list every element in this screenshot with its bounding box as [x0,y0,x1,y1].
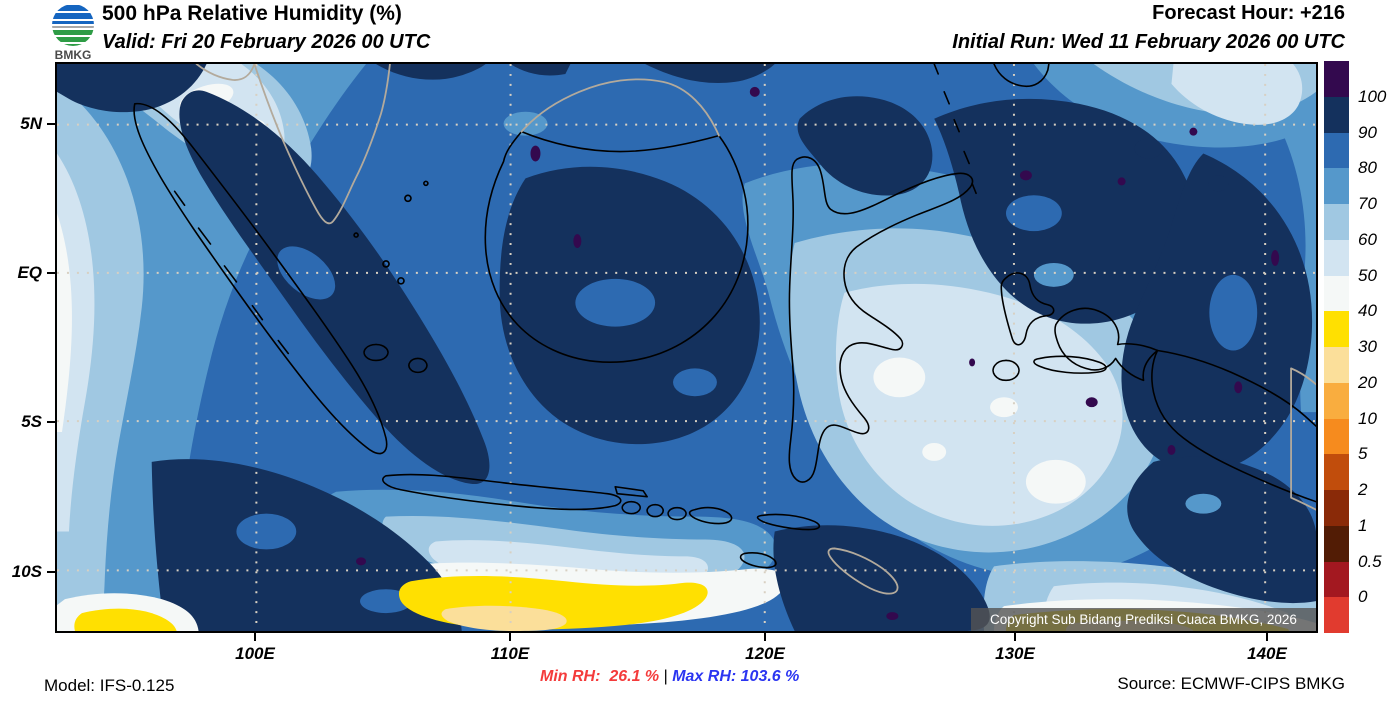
rh-80-90-texture [236,195,1258,614]
rh-field-map [57,64,1316,631]
colorbar-tick-label: 100 [1358,86,1387,106]
forecast-hour: Forecast Hour: +216 [1152,2,1345,24]
colorbar-tick-label: 0 [1358,587,1368,607]
lon-label: 100E [235,644,275,663]
colorbar-tick-label: 10 [1358,408,1377,428]
colorbar [1324,61,1349,633]
logo-globe [52,5,94,46]
lat-tick [47,123,55,125]
lat-label: 5S [21,412,42,431]
colorbar-segment [1324,168,1349,204]
colorbar-tick-label: 80 [1358,158,1377,178]
colorbar-segment [1324,382,1349,419]
colorbar-segment [1324,96,1349,133]
colorbar-segment [1324,418,1349,455]
min-max-rh: Min RH: 26.1 % | Max RH: 103.6 % [540,668,799,686]
lon-tick [1014,633,1016,641]
colorbar-tick-label: 30 [1358,337,1377,356]
lon-label: 130E [995,644,1035,663]
lat-label: EQ [17,263,42,282]
latitude-axis: 5N EQ 5S 10S [0,63,55,633]
lat-label: 10S [11,562,42,581]
colorbar-segment [1324,311,1349,347]
page-title: 500 hPa Relative Humidity (%) [102,2,402,25]
lon-label: 140E [1247,644,1287,663]
copyright-watermark: Copyright Sub Bidang Prediksi Cuaca BMKG… [971,608,1316,631]
colorbar-segment [1324,561,1349,598]
lat-label: 5N [20,114,42,133]
min-rh-value: Min RH: 26.1 % [540,668,660,685]
colorbar-tick-label: 40 [1358,301,1377,321]
max-rh-value: Max RH: 103.6 % [672,668,800,685]
longitude-axis: 100E 110E 120E 130E 140E [55,633,1318,673]
colorbar-labels: 100 90 80 70 60 50 40 30 20 10 5 2 1 0.5 0 [1358,61,1400,633]
colorbar-tick-label: 20 [1358,372,1377,392]
initial-run: Initial Run: Wed 11 February 2026 00 UTC [952,31,1345,53]
colorbar-tick-label: 2 [1358,480,1368,499]
colorbar-segment [1324,454,1349,490]
colorbar-segment [1324,347,1349,383]
colorbar-tick-label: 60 [1358,229,1377,249]
coastline-foreign [195,64,1316,595]
colorbar-tick-label: 0.5 [1358,551,1382,571]
rh-map-panel: Copyright Sub Bidang Prediksi Cuaca BMKG… [55,62,1318,633]
lon-tick [509,633,511,641]
colorbar-tick-label: 90 [1358,122,1377,142]
lat-tick [47,571,55,573]
colorbar-tick-label: 70 [1358,194,1377,213]
lon-tick [254,633,256,641]
colorbar-tick-label: 5 [1358,444,1368,464]
colorbar-segment [1324,204,1349,240]
colorbar-tick-label: 50 [1358,265,1377,285]
colorbar-segment [1324,275,1349,312]
colorbar-segment [1324,597,1349,633]
colorbar-segment [1324,132,1349,169]
min-max-separator: | [663,668,668,685]
colorbar-segment [1324,490,1349,526]
logo-text: BMKG [55,48,92,61]
colorbar-tick-label: 1 [1358,515,1368,535]
bmkg-logo: BMKG [44,1,102,62]
lat-tick [47,421,55,423]
coastline-indonesia [133,64,1316,569]
lon-label: 110E [490,644,530,663]
lat-tick [47,272,55,274]
bmkg-logo-icon: BMKG [52,5,94,62]
valid-time: Valid: Fri 20 February 2026 00 UTC [102,31,431,53]
colorbar-segment [1324,525,1349,562]
model-label: Model: IFS-0.125 [44,676,175,695]
source-label: Source: ECMWF-CIPS BMKG [1117,674,1345,693]
graticule-lines [57,64,1316,631]
colorbar-segment [1324,239,1349,276]
rh-over-100-layer [356,86,1280,621]
lon-label: 120E [745,644,785,663]
colorbar-segment [1324,61,1349,97]
lon-tick [764,633,766,641]
lon-tick [1266,633,1268,641]
